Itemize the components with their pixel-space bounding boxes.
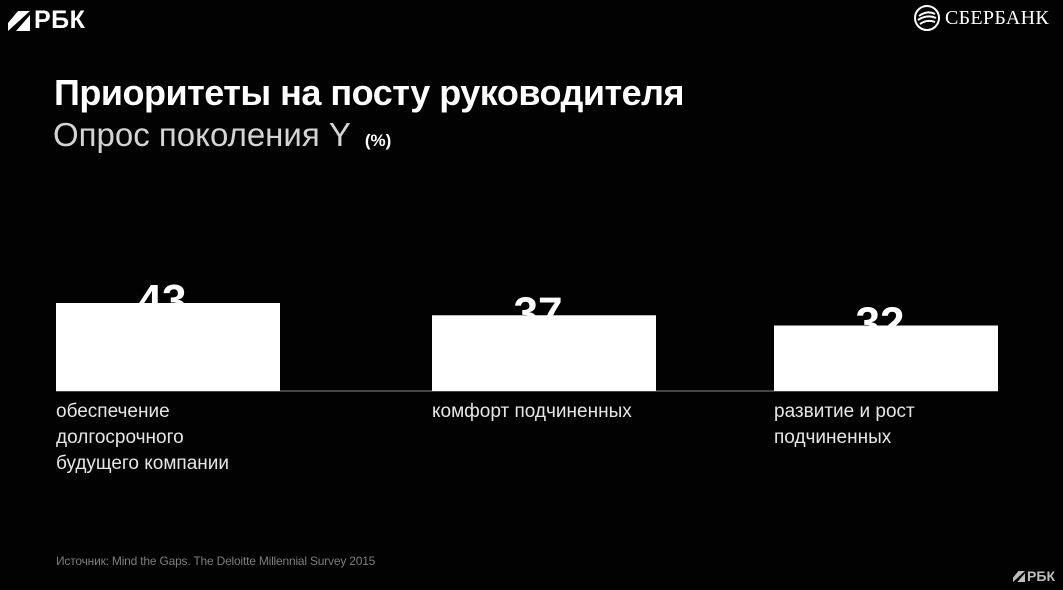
rbk-logo-text: РБК — [34, 6, 86, 34]
sberbank-logo-text: СБЕРБАНК — [944, 6, 1049, 29]
unit-label: (%) — [364, 131, 392, 150]
category-label-2: комфорт подчиненных — [432, 401, 632, 422]
category-label-1: обеспечение долгосрочного будущего компа… — [56, 401, 229, 474]
chart-title: Приоритеты на посту руководителя — [54, 72, 685, 113]
bar-2 — [432, 315, 656, 391]
bar-value-label-1: 43 — [138, 276, 187, 325]
rbk-watermark: РБК — [1013, 568, 1055, 584]
category-label-3: развитие и рост подчиненных — [774, 401, 915, 448]
rbk-slash-icon — [8, 10, 30, 31]
bar-value-label-2: 37 — [514, 288, 563, 337]
rbk-logo: РБК — [8, 6, 85, 35]
rbk-watermark-icon — [1013, 570, 1026, 582]
bar-3 — [774, 325, 998, 391]
rbk-watermark-text: РБК — [1027, 568, 1055, 584]
bar-1 — [56, 303, 280, 391]
chart-subtitle: Опрос поколения Y — [53, 116, 351, 153]
bar-value-label-3: 32 — [856, 299, 905, 348]
sberbank-icon — [913, 5, 940, 31]
source-note: Источник: Mind the Gaps. The Deloitte Mi… — [56, 554, 376, 568]
sberbank-logo: СБЕРБАНК — [913, 4, 1049, 32]
chart-subtitle-row: Опрос поколения Y (%) — [53, 116, 391, 154]
